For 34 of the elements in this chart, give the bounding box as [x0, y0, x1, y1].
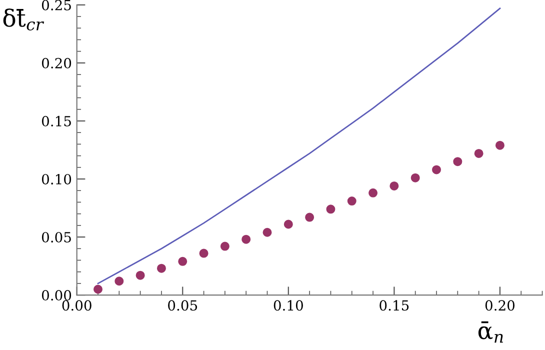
- point: [326, 204, 336, 214]
- x-tick-label: 0.10: [274, 300, 303, 311]
- point: [453, 157, 462, 166]
- point: [368, 188, 378, 198]
- point: [390, 181, 399, 190]
- x-tick-label: 0.15: [380, 300, 409, 311]
- point: [262, 228, 272, 237]
- point: [94, 284, 102, 294]
- y-tick-label: 0.25: [42, 0, 71, 10]
- x-axis-title: ᾱ$_{n}$: [478, 321, 503, 343]
- point: [432, 165, 441, 174]
- x-tick-label: 0.05: [168, 300, 198, 311]
- point: [156, 264, 166, 273]
- y-tick-label: 0.15: [42, 116, 71, 126]
- y-axis-title: δt̄$_{cr}$: [3, 8, 44, 30]
- point: [199, 248, 208, 258]
- point: [178, 256, 188, 266]
- point: [220, 242, 230, 251]
- line-series: [97, 8, 501, 284]
- point: [410, 173, 420, 182]
- point: [242, 234, 251, 244]
- point: [114, 276, 124, 286]
- point: [495, 140, 504, 150]
- y-tick-label: 0.05: [42, 232, 71, 242]
- y-tick-label: 0.10: [42, 174, 72, 184]
- point: [284, 220, 293, 229]
- x-tick-label: 0.20: [485, 300, 515, 311]
- point: [347, 196, 356, 206]
- y-tick-label: 0.20: [42, 58, 72, 68]
- point: [474, 148, 484, 158]
- x-tick-label: 0.00: [62, 300, 92, 311]
- point: [305, 212, 314, 222]
- y-tick-label: 0.00: [42, 290, 72, 301]
- point: [136, 270, 145, 280]
